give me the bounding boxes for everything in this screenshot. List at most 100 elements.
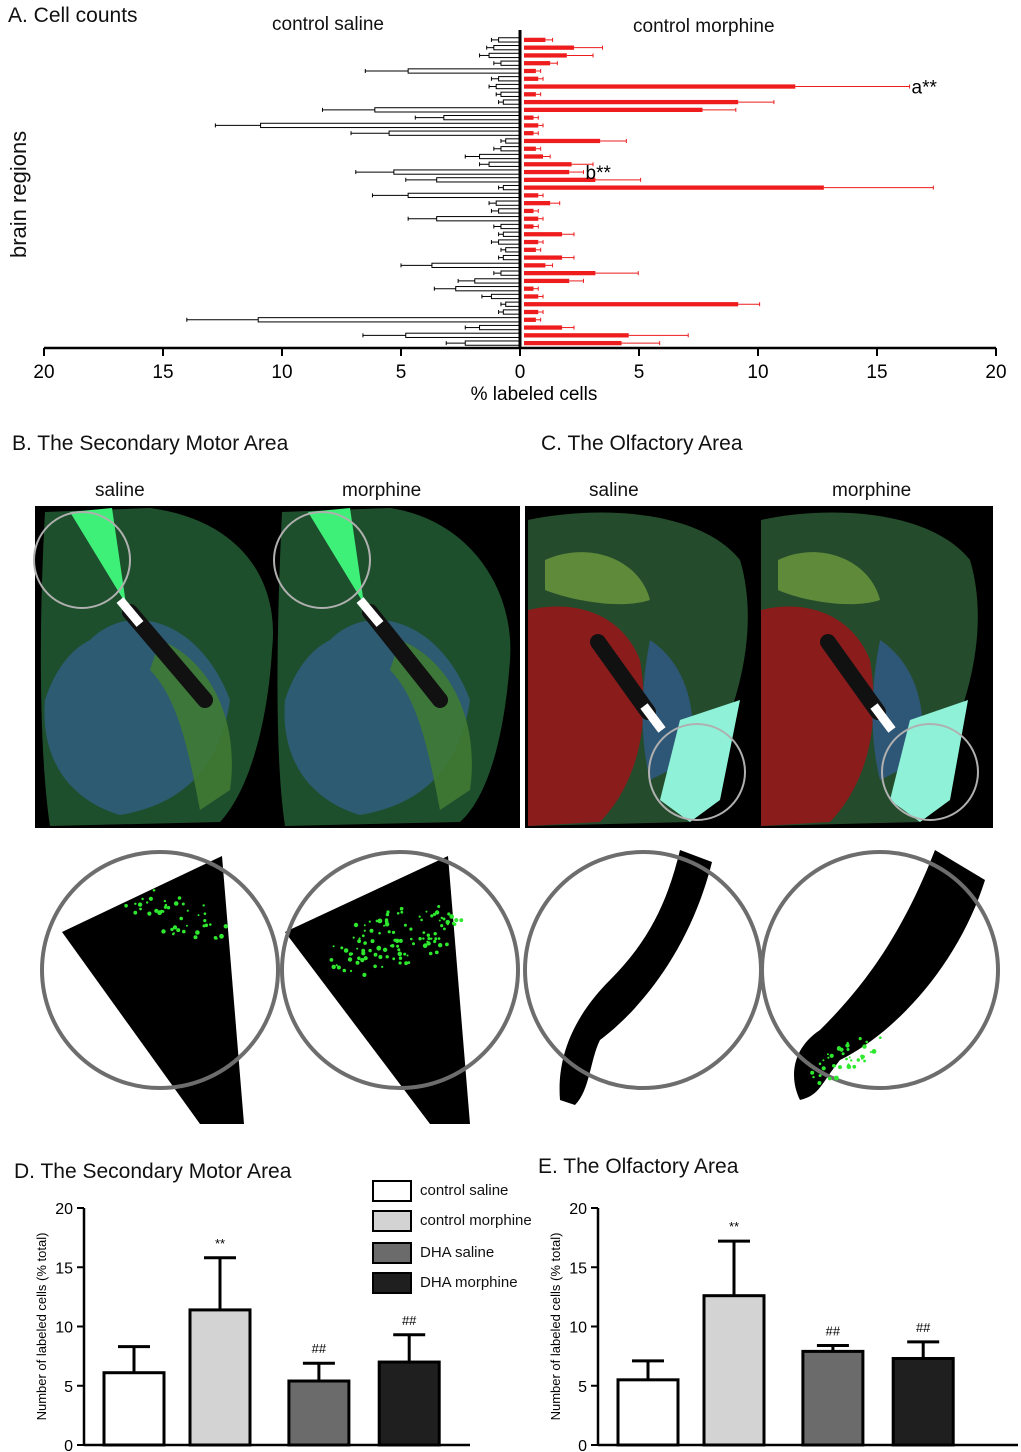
labeled-cell-dot — [841, 1052, 845, 1056]
bar-control-morphine — [188, 1308, 252, 1447]
morphine-bar — [524, 333, 629, 338]
labeled-cell-dot — [385, 955, 389, 959]
labeled-cell-dot — [833, 1064, 837, 1068]
labeled-cell-dot — [865, 1040, 868, 1044]
labeled-cell-dot — [223, 924, 228, 929]
labeled-cell-dot — [215, 937, 218, 940]
morphine-bar — [524, 146, 536, 151]
morphine-bar — [524, 37, 546, 43]
fiber-ferrule — [640, 703, 666, 733]
y-tick-label: 15 — [55, 1260, 73, 1277]
labeled-cell-dot — [356, 947, 359, 950]
morphine-bar — [524, 177, 596, 182]
labeled-cell-dot — [396, 944, 400, 948]
labeled-cell-dot — [818, 1074, 822, 1078]
micrograph-olfactory-saline — [523, 850, 763, 1105]
labeled-cell-dot — [172, 933, 175, 936]
labeled-cell-dot — [406, 954, 409, 957]
morphine-bar — [524, 232, 563, 237]
y-tick-label: 0 — [64, 1438, 73, 1452]
fiber-ferrule — [870, 703, 896, 733]
labeled-cell-dot — [363, 924, 366, 927]
morphine-bar — [524, 154, 544, 159]
labeled-cell-dot — [350, 969, 353, 973]
significance-annotation: b** — [586, 163, 612, 184]
labeled-cell-dot — [203, 919, 207, 923]
labeled-cell-dot — [426, 933, 430, 937]
labeled-cell-dot — [834, 1075, 839, 1081]
labeled-cell-dot — [195, 930, 200, 935]
micrograph-olfactory-morphine — [760, 850, 1000, 1100]
labeled-cell-dot — [453, 922, 457, 927]
labeled-cell-dot — [449, 914, 455, 919]
morphine-bar — [524, 193, 539, 198]
significance-annotation: a** — [912, 78, 938, 99]
labeled-cell-dot — [203, 912, 207, 915]
labeled-cell-dot — [403, 952, 407, 956]
labeled-cell-dot — [363, 956, 368, 961]
significance-marker: ** — [215, 1236, 225, 1251]
bar-control-saline — [616, 1378, 680, 1447]
morphine-bar — [524, 340, 622, 346]
labeled-cell-dot — [161, 929, 166, 934]
region-circle — [881, 723, 979, 821]
morphine-bar — [524, 131, 534, 136]
labeled-cell-dot — [409, 927, 413, 931]
labeled-cell-dot — [447, 912, 451, 916]
legend-swatch-dha-morphine — [372, 1272, 412, 1294]
labeled-cell-dot — [172, 925, 178, 930]
labeled-cell-dot — [204, 923, 209, 928]
labeled-cell-dot — [829, 1053, 834, 1058]
labeled-cell-dot — [373, 952, 378, 957]
labeled-cell-dot — [440, 916, 443, 920]
labeled-cell-dot — [163, 905, 167, 909]
labeled-cell-dot — [361, 951, 366, 956]
legend-label-dha-saline: DHA saline — [420, 1244, 495, 1261]
morphine-bar — [524, 99, 739, 105]
labeled-cell-dot — [193, 935, 198, 940]
labeled-cell-dot — [335, 964, 338, 967]
labeled-cell-dot — [454, 918, 459, 923]
motor-atlas-saline — [33, 508, 273, 826]
bar-DHA-morphine — [891, 1356, 955, 1447]
labeled-cell-dot — [397, 948, 401, 952]
labeled-cell-dot — [382, 947, 388, 952]
labeled-cell-dot — [393, 938, 397, 942]
x-tick-label: 5 — [396, 362, 407, 383]
morphine-bar — [524, 286, 534, 291]
significance-marker: ## — [402, 1313, 417, 1328]
labeled-cell-dot — [404, 961, 408, 966]
labeled-cell-dot — [160, 909, 164, 913]
labeled-cell-dot — [863, 1059, 866, 1063]
y-tick-label: 5 — [64, 1379, 73, 1396]
labeled-cell-dot — [827, 1076, 832, 1081]
bar-DHA-saline — [287, 1379, 351, 1447]
labeled-cell-dot — [398, 961, 402, 965]
labeled-cell-dot — [353, 922, 359, 928]
labeled-cell-dot — [357, 956, 361, 961]
labeled-cell-dot — [837, 1046, 841, 1051]
x-tick-label: 15 — [152, 362, 173, 383]
region-circle — [33, 511, 131, 609]
micrograph-motor-morphine — [280, 850, 520, 1124]
labeled-cell-dot — [383, 924, 386, 927]
labeled-cell-dot — [219, 933, 224, 939]
morphine-bar — [524, 278, 570, 284]
labeled-cell-dot — [348, 952, 353, 956]
morphine-bar — [524, 68, 536, 74]
x-tick-label: 20 — [985, 362, 1006, 383]
labeled-cell-dot — [845, 1057, 848, 1061]
labeled-cell-dot — [209, 923, 212, 926]
x-tick-label: 20 — [33, 362, 54, 383]
labeled-cell-dot — [360, 958, 365, 963]
labeled-cell-dot — [418, 937, 422, 941]
labeled-cell-dot — [403, 923, 407, 927]
labeled-cell-dot — [186, 909, 189, 912]
panel-a-title: A. Cell counts — [8, 4, 138, 27]
morphine-bar — [524, 239, 539, 245]
labeled-cell-dot — [437, 937, 441, 940]
labeled-cell-dot — [845, 1043, 850, 1048]
morphine-bar — [524, 92, 536, 97]
morphine-bar — [524, 76, 539, 81]
morphine-bar — [524, 84, 796, 89]
